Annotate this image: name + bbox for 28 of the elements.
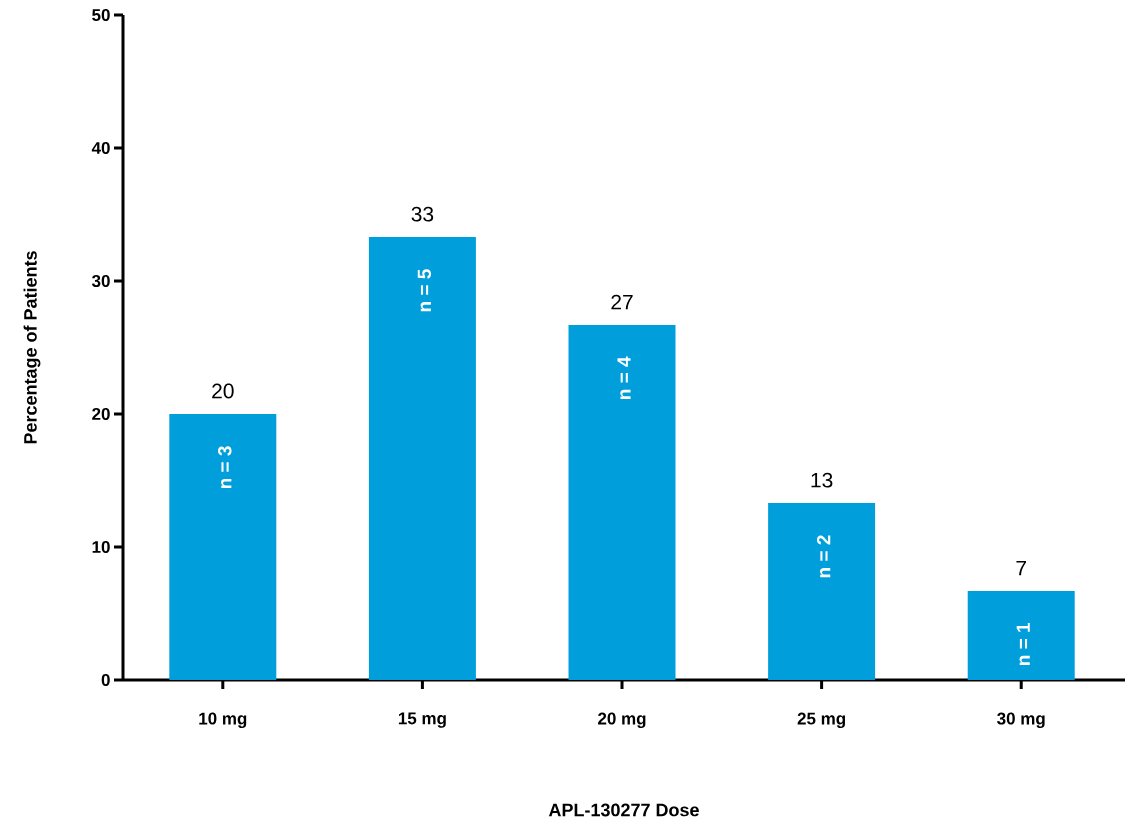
y-tick-label: 0	[101, 673, 110, 687]
bar	[568, 324, 676, 680]
x-tick-label: 25 mg	[797, 712, 846, 729]
annotation: n = 5	[417, 269, 432, 312]
bar	[368, 237, 476, 680]
y-tick-label: 30	[91, 274, 110, 288]
bar	[967, 590, 1075, 680]
data-label: 20	[212, 383, 234, 399]
y-axis-title: Percentage of Patients	[23, 251, 41, 444]
annotation: n = 2	[816, 535, 831, 578]
y-tick-label: 20	[92, 407, 110, 421]
annotation: n = 3	[218, 446, 232, 489]
bar	[768, 503, 876, 680]
data-label: 7	[1016, 560, 1026, 576]
data-label: 33	[411, 206, 434, 222]
x-axis-title: APL-130277 Dose	[548, 803, 699, 817]
y-tick-label: 40	[91, 141, 110, 155]
x-tick-label: 10 mg	[199, 712, 247, 729]
x-tick-label: 20 mg	[598, 712, 646, 729]
y-tick-label: 50	[92, 8, 110, 22]
annotation: n = 1	[1016, 622, 1030, 665]
data-label: 13	[811, 472, 833, 488]
y-tick-label: 10	[92, 540, 110, 554]
annotation: n = 4	[617, 356, 631, 399]
x-tick-label: 30 mg	[997, 712, 1045, 729]
data-label: 27	[611, 294, 633, 310]
bar	[169, 414, 277, 680]
x-tick-label: 15 mg	[398, 712, 446, 728]
